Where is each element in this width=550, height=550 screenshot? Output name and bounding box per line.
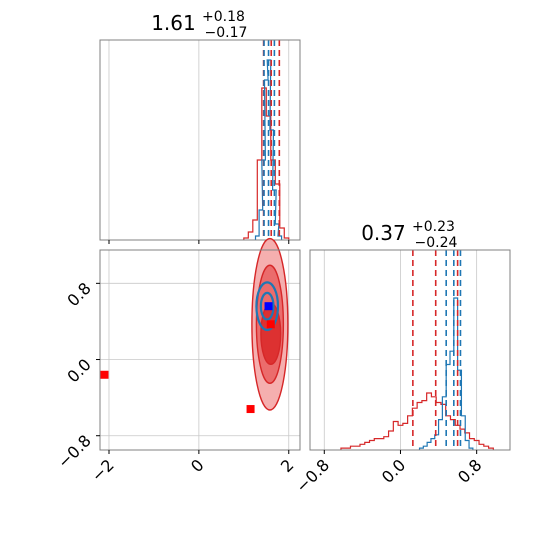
blue-marker-0 bbox=[264, 302, 273, 311]
joint-scatter-panel bbox=[96, 237, 301, 454]
title-param-2-value: 0.37 bbox=[361, 221, 406, 245]
ytick-label-param-2-0: −0.8 bbox=[54, 431, 95, 472]
xtick-label-param-2-1: 0.0 bbox=[378, 455, 409, 486]
title-param-2: 0.37 +0.23 −0.24 bbox=[361, 216, 460, 251]
xtick-label-param-2-2: 0.8 bbox=[454, 455, 485, 486]
xtick-label-param-2-0: −0.8 bbox=[292, 455, 333, 496]
hist2-red-series bbox=[340, 392, 494, 450]
red-marker-2 bbox=[266, 320, 275, 329]
title-param-1-value: 1.61 bbox=[151, 11, 196, 35]
hist2-frame bbox=[309, 249, 511, 451]
blue-contour-0 bbox=[255, 281, 280, 332]
histogram-param-2 bbox=[309, 249, 511, 454]
histogram-param-1 bbox=[99, 39, 301, 244]
title-param-2-minus: −0.24 bbox=[415, 235, 458, 251]
title-param-2-plus: +0.23 bbox=[412, 219, 455, 235]
blue-contour-1 bbox=[259, 291, 275, 321]
title-param-1-minus: −0.17 bbox=[205, 25, 248, 41]
xtick-label-param-1-1: 0 bbox=[187, 455, 208, 476]
hist1-frame bbox=[99, 39, 301, 241]
joint-frame bbox=[99, 249, 301, 451]
title-param-1: 1.61 +0.18 −0.17 bbox=[151, 6, 250, 41]
xtick-label-param-1-2: 2 bbox=[277, 455, 298, 476]
red-marker-1 bbox=[246, 405, 255, 414]
ytick-label-param-2-2: 0.8 bbox=[63, 279, 94, 310]
ytick-label-param-2-1: 0.0 bbox=[63, 355, 94, 386]
title-param-1-plus: +0.18 bbox=[202, 9, 245, 25]
red-marker-0 bbox=[100, 370, 109, 379]
hist1-red-series bbox=[243, 87, 290, 240]
xtick-label-param-1-0: −2 bbox=[88, 455, 118, 485]
